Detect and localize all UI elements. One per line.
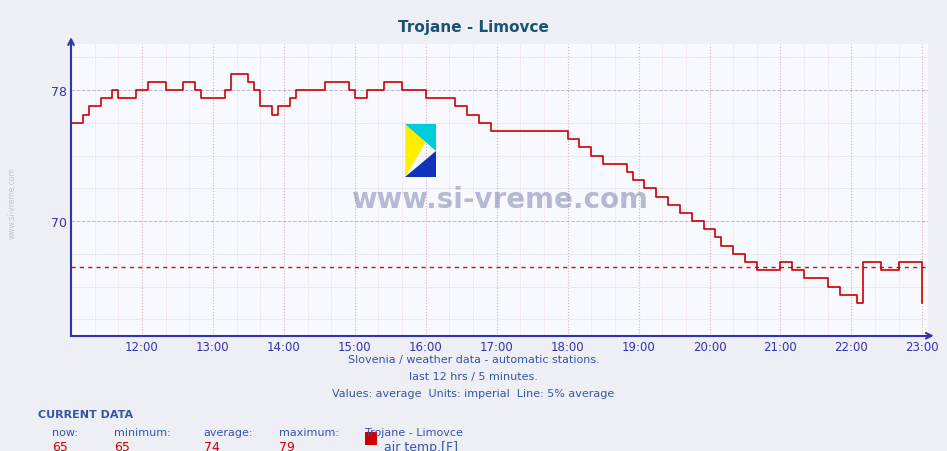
Text: average:: average: — [204, 427, 253, 437]
Polygon shape — [405, 151, 437, 177]
Polygon shape — [405, 125, 437, 151]
Text: CURRENT DATA: CURRENT DATA — [38, 410, 133, 419]
Text: Trojane - Limovce: Trojane - Limovce — [398, 20, 549, 35]
Text: www.si-vreme.com: www.si-vreme.com — [8, 167, 17, 239]
Text: 65: 65 — [52, 440, 68, 451]
Text: maximum:: maximum: — [279, 427, 339, 437]
Text: Slovenia / weather data - automatic stations.: Slovenia / weather data - automatic stat… — [348, 354, 599, 364]
Text: Trojane - Limovce: Trojane - Limovce — [365, 427, 462, 437]
Text: 79: 79 — [279, 440, 295, 451]
Text: last 12 hrs / 5 minutes.: last 12 hrs / 5 minutes. — [409, 371, 538, 381]
Text: www.si-vreme.com: www.si-vreme.com — [351, 185, 648, 213]
Text: 65: 65 — [114, 440, 130, 451]
Text: now:: now: — [52, 427, 78, 437]
Text: Values: average  Units: imperial  Line: 5% average: Values: average Units: imperial Line: 5%… — [332, 388, 615, 398]
Text: air temp.[F]: air temp.[F] — [384, 440, 457, 451]
Polygon shape — [405, 125, 437, 177]
Text: minimum:: minimum: — [114, 427, 170, 437]
Text: 74: 74 — [204, 440, 220, 451]
